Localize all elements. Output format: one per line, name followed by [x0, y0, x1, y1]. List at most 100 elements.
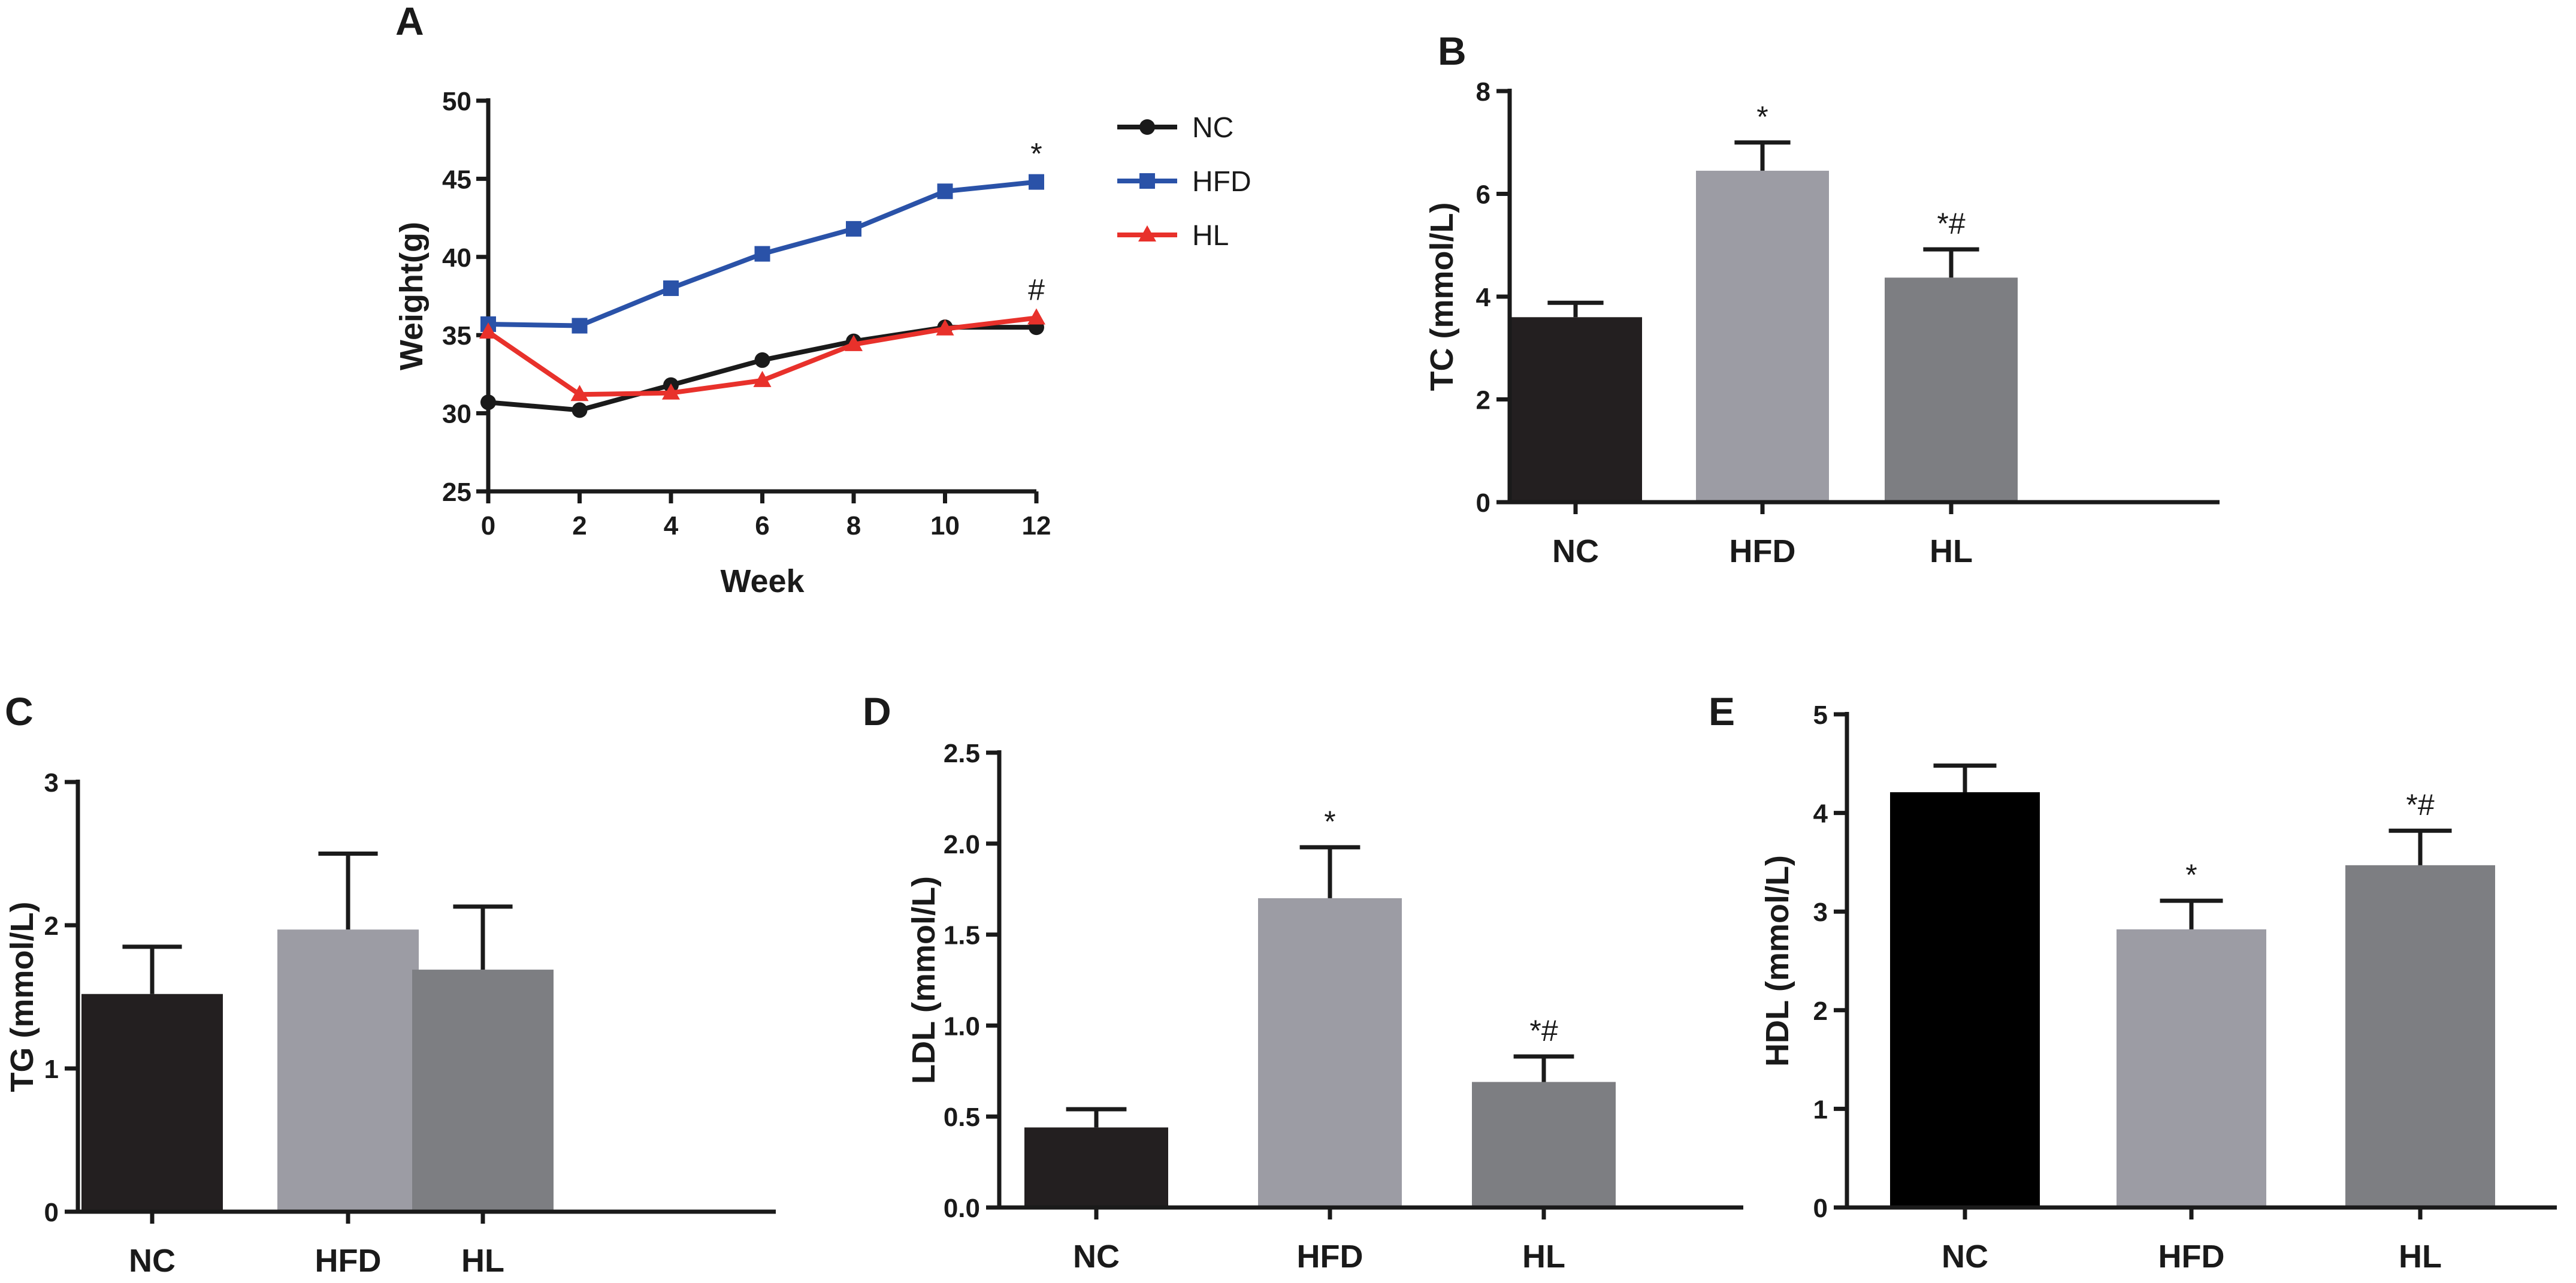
y-axis-title: Weight(g): [394, 222, 430, 370]
legend-marker: [1139, 173, 1155, 189]
point-hl: [753, 370, 772, 387]
x-tick-label: 10: [930, 511, 960, 541]
y-tick-label: 25: [442, 478, 471, 507]
y-tick-label: 45: [442, 165, 471, 194]
category-label: HFD: [2158, 1239, 2225, 1275]
legend-label: NC: [1192, 112, 1233, 144]
y-tick-label: 3: [44, 768, 59, 798]
error-bar-nc: [1933, 763, 1997, 793]
y-tick-label: 0: [1476, 488, 1490, 518]
bar-hfd: [2117, 929, 2266, 1207]
bar-hfd: [1258, 898, 1402, 1207]
point-nc: [572, 402, 588, 418]
error-bar-hl: [2388, 828, 2452, 865]
y-tick-label: 50: [442, 87, 471, 116]
x-tick-label: 2: [572, 511, 586, 541]
bar-hfd: [1696, 170, 1829, 503]
significance-mark: *: [2185, 858, 2197, 892]
x-tick-label: 4: [664, 511, 679, 541]
point-hl: [570, 385, 589, 401]
point-hfd: [1029, 174, 1044, 190]
y-tick-label: 1: [1813, 1095, 1828, 1124]
point-hl: [662, 383, 680, 400]
y-tick-label: 5: [1813, 701, 1828, 730]
category-label: HL: [1522, 1239, 1565, 1275]
point-hfd: [846, 221, 861, 237]
y-tick-label: 30: [442, 400, 471, 429]
series-line-nc: [488, 325, 1036, 413]
significance-mark: *: [1324, 805, 1335, 838]
error-bar-nc: [1547, 300, 1604, 318]
point-hl: [936, 319, 954, 336]
category-label: NC: [1552, 533, 1599, 569]
point-hl: [845, 334, 863, 351]
significance-mark: *#: [2406, 788, 2434, 822]
y-axis-title: TG (mmol/L): [4, 902, 40, 1092]
panel-letter: B: [1438, 29, 1467, 73]
point-hfd: [572, 318, 588, 334]
y-tick-label: 35: [442, 321, 471, 351]
significance-mark: *#: [1937, 207, 1965, 240]
y-axis-title: LDL (mmol/L): [906, 876, 942, 1084]
category-label: NC: [1073, 1239, 1120, 1275]
panel-a-weight-line-chart: A 25 30 35 40 45 50 0 2 4 6 8 10 12 Week Weight(g) * # NC H…: [394, 0, 1251, 599]
panel-c-tg-bar-chart: C NC HFD HL 0 1 2 3 TG (mmol/L): [4, 689, 776, 1279]
bar-hfd: [277, 929, 419, 1212]
legend-label: HL: [1192, 220, 1229, 252]
y-tick-label: 8: [1476, 77, 1490, 107]
y-tick-label: 0: [1813, 1194, 1828, 1223]
bar-nc: [1509, 317, 1642, 502]
x-tick-label: 6: [755, 511, 769, 541]
bar-nc: [1024, 1127, 1168, 1207]
y-axis-title: HDL (mmol/L): [1759, 855, 1795, 1067]
error-bar-hfd: [318, 852, 378, 930]
y-tick-label: 40: [442, 243, 471, 273]
bar-hl: [2345, 865, 2495, 1207]
significance-mark: *: [1756, 100, 1768, 134]
y-tick-label: 1: [44, 1055, 59, 1084]
x-axis-title: Week: [720, 563, 805, 599]
bar-hl: [1885, 277, 2018, 502]
panel-b-tc-bar-chart: B NC * HFD *# HL 0 2 4 6 8 TC (mmol/L): [1424, 29, 2220, 569]
y-tick-label: 2: [1813, 997, 1828, 1026]
y-tick-label: 1.5: [944, 921, 980, 950]
error-bar-hl: [1923, 247, 1979, 278]
error-bar-nc: [1066, 1107, 1127, 1128]
point-hl: [479, 322, 497, 339]
point-hl: [1027, 308, 1045, 325]
point-hfd: [663, 280, 679, 296]
category-label: NC: [1942, 1239, 1988, 1275]
error-bar-nc: [122, 944, 182, 994]
x-tick-label: 0: [481, 511, 495, 541]
legend-label: HFD: [1192, 166, 1251, 198]
y-tick-label: 0.0: [944, 1194, 980, 1223]
y-tick-label: 2.5: [944, 739, 980, 768]
category-label: HFD: [315, 1243, 382, 1279]
y-tick-label: 1.0: [944, 1012, 980, 1041]
bar-hl: [1472, 1082, 1616, 1207]
panel-letter: D: [863, 689, 891, 733]
point-hfd: [937, 183, 953, 200]
panel-e-hdl-bar-chart: E NC * HFD *# HL 0 1 2 3 4 5 HDL (mmol/L): [1709, 689, 2557, 1275]
legend-marker: [1139, 119, 1155, 135]
y-tick-label: 2: [1476, 386, 1490, 415]
y-tick-label: 0.5: [944, 1103, 980, 1132]
legend-marker: [1138, 225, 1156, 241]
significance-mark: *#: [1529, 1014, 1558, 1047]
y-tick-label: 2: [44, 911, 59, 941]
significance-mark: *: [1030, 137, 1042, 171]
bar-nc: [1890, 792, 2040, 1207]
y-tick-label: 0: [44, 1198, 59, 1227]
panel-letter: E: [1709, 689, 1735, 733]
category-label: HFD: [1297, 1239, 1363, 1275]
point-nc: [480, 394, 496, 410]
category-label: HFD: [1730, 533, 1796, 569]
category-label: HL: [2399, 1239, 2442, 1275]
y-tick-label: 6: [1476, 180, 1490, 210]
category-label: NC: [129, 1243, 176, 1279]
error-bar-hfd: [1734, 140, 1791, 171]
panel-letter: A: [395, 0, 424, 43]
significance-mark: #: [1028, 273, 1045, 307]
y-tick-label: 4: [1813, 799, 1828, 829]
